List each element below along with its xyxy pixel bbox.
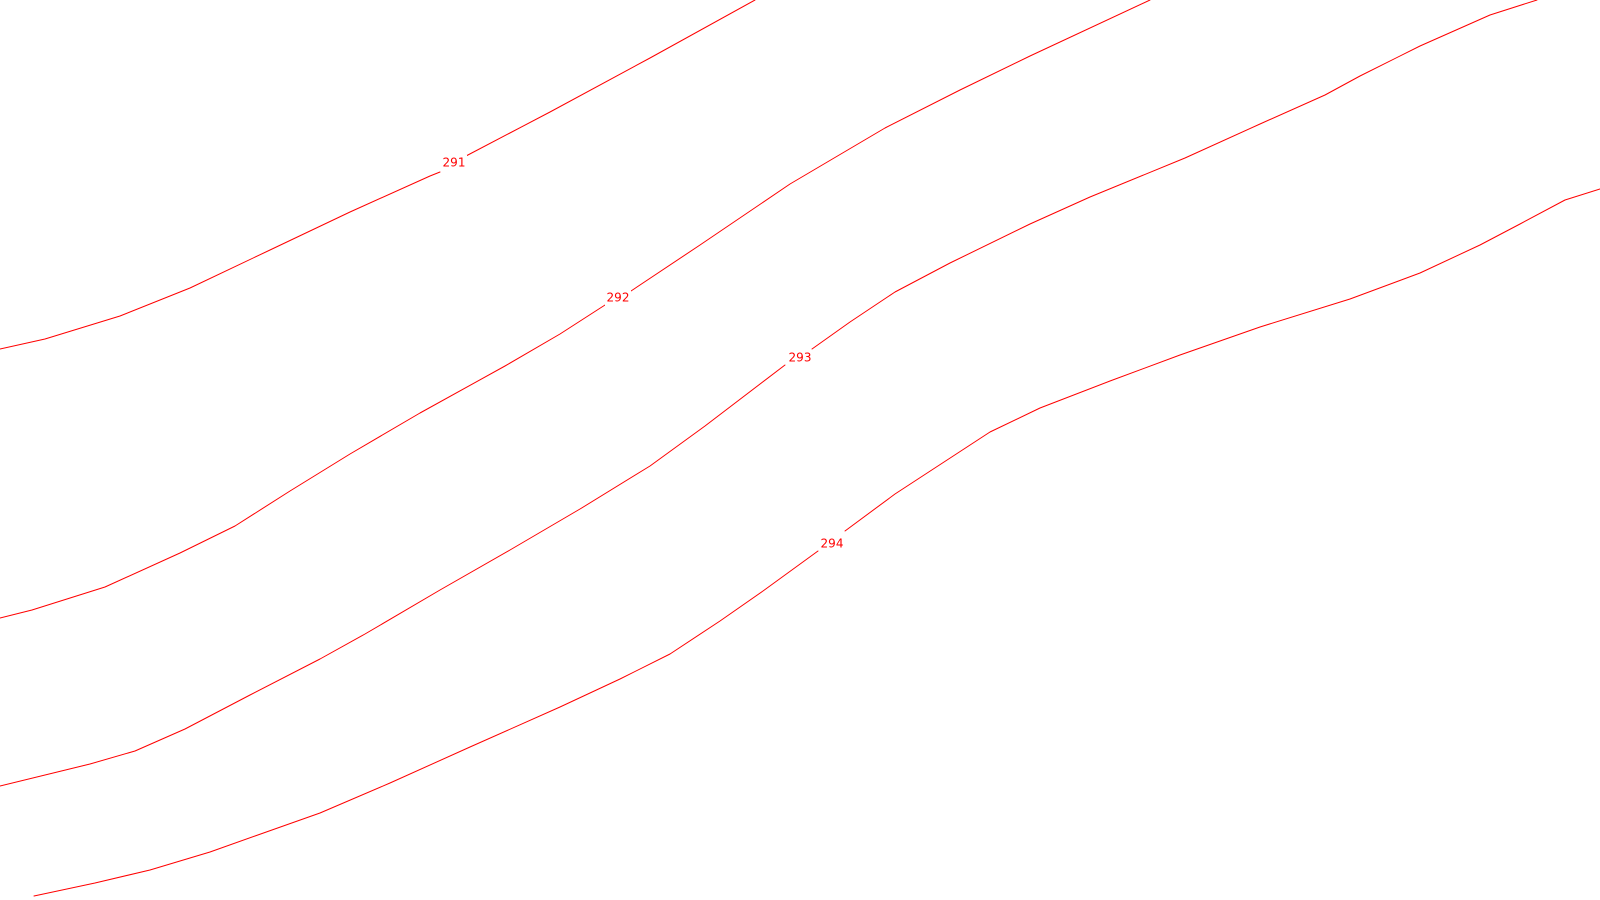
contour-293: 293 <box>0 0 1538 787</box>
contour-line-291 <box>0 171 441 350</box>
contour-line-294-continued <box>844 188 1600 532</box>
contour-line-292-continued <box>630 0 1151 292</box>
contour-line-291-continued <box>465 0 756 157</box>
contour-label-292: 292 <box>607 291 630 305</box>
contour-292: 292 <box>0 0 1151 619</box>
contour-line-292 <box>0 304 606 619</box>
contour-294: 294 <box>33 188 1600 897</box>
contour-line-293 <box>0 364 786 787</box>
contour-label-293: 293 <box>789 351 812 365</box>
contour-line-294 <box>33 550 819 897</box>
contour-label-294: 294 <box>821 537 844 551</box>
contour-label-291: 291 <box>443 156 466 170</box>
contour-291: 291 <box>0 0 756 350</box>
contour-line-293-continued <box>811 0 1538 350</box>
